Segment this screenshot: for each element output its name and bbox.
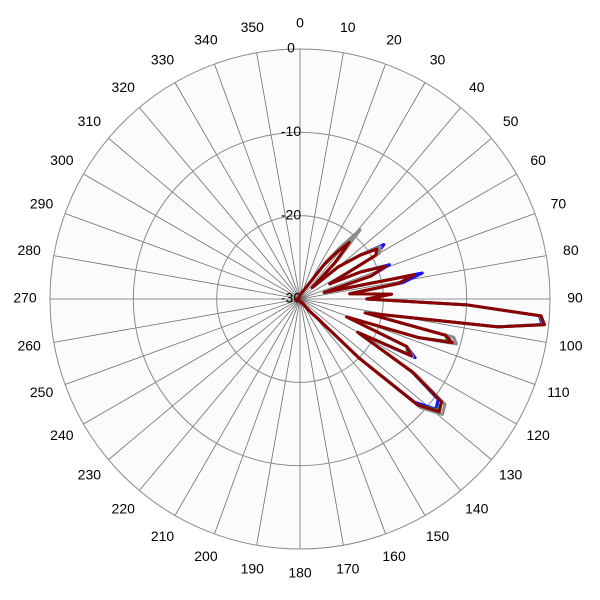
pattern-curve — [294, 240, 546, 414]
spoke — [299, 298, 517, 425]
angle-label: 180 — [288, 565, 312, 581]
spoke — [174, 82, 301, 300]
angle-label: 80 — [563, 242, 579, 258]
angle-label: 140 — [465, 500, 489, 516]
radial-label: -30 — [281, 290, 301, 306]
spoke — [83, 298, 301, 425]
angle-label: 40 — [469, 79, 485, 95]
angle-label: 60 — [530, 152, 546, 168]
angle-label: 220 — [112, 500, 136, 516]
radial-label: -20 — [281, 206, 301, 222]
angle-label: 70 — [551, 196, 567, 212]
spoke — [299, 298, 462, 491]
curves — [294, 228, 546, 416]
angle-label: 120 — [526, 427, 550, 443]
spoke — [256, 52, 301, 300]
angle-label: 230 — [78, 466, 102, 482]
spoke — [174, 298, 301, 516]
radial-label: -10 — [281, 123, 301, 139]
angle-label: 20 — [386, 31, 402, 47]
angle-label: 310 — [78, 113, 102, 129]
spoke — [299, 63, 386, 300]
angle-label: 130 — [499, 466, 523, 482]
angle-label: 150 — [426, 528, 450, 544]
spoke — [53, 298, 301, 343]
angle-label: 340 — [194, 31, 218, 47]
spoke — [299, 298, 492, 461]
angle-label: 110 — [547, 384, 570, 400]
angle-label: 170 — [336, 561, 360, 577]
spoke — [299, 298, 426, 516]
spoke — [64, 213, 301, 300]
angle-label: 10 — [340, 19, 356, 35]
spoke — [299, 82, 426, 300]
angle-label: 280 — [17, 242, 41, 258]
ring — [132, 131, 468, 467]
spoke — [138, 107, 301, 300]
angle-label: 330 — [151, 52, 175, 68]
angle-label: 190 — [241, 561, 265, 577]
spoke — [299, 255, 547, 300]
angle-label: 300 — [50, 152, 74, 168]
spoke — [83, 173, 301, 300]
angle-label: 270 — [13, 290, 37, 306]
angle-label: 210 — [151, 528, 175, 544]
spoke — [299, 52, 344, 300]
angle-label: 30 — [430, 52, 446, 68]
radial-label: 0 — [287, 40, 295, 56]
ring — [49, 48, 551, 550]
spoke — [299, 298, 344, 546]
spoke — [214, 298, 301, 535]
spoke — [138, 298, 301, 491]
spoke — [299, 213, 536, 300]
spoke — [299, 298, 547, 343]
labels: 0 10 20 30 40 50 60 70 80 90 100 110 120 130 140 150 160… — [13, 15, 583, 581]
spoke — [299, 107, 462, 300]
angle-label: 0 — [296, 15, 304, 31]
angle-label: 50 — [503, 113, 519, 129]
spoke — [64, 298, 301, 385]
spoke — [214, 63, 301, 300]
angle-label: 260 — [17, 337, 41, 353]
angle-label: 240 — [50, 427, 74, 443]
spoke — [256, 298, 301, 546]
angle-label: 250 — [30, 384, 54, 400]
spoke — [53, 255, 301, 300]
angle-label: 200 — [194, 548, 218, 564]
angle-label: 290 — [30, 196, 54, 212]
angle-label: 90 — [567, 290, 583, 306]
spoke — [108, 137, 301, 300]
angle-label: 100 — [559, 337, 583, 353]
grid: -30 -20 -10 0 — [49, 40, 551, 550]
angle-label: 160 — [382, 548, 406, 564]
spoke — [299, 298, 536, 385]
angle-label: 350 — [241, 19, 265, 35]
spoke — [299, 298, 386, 535]
spoke — [108, 298, 301, 461]
angle-label: 320 — [112, 79, 136, 95]
